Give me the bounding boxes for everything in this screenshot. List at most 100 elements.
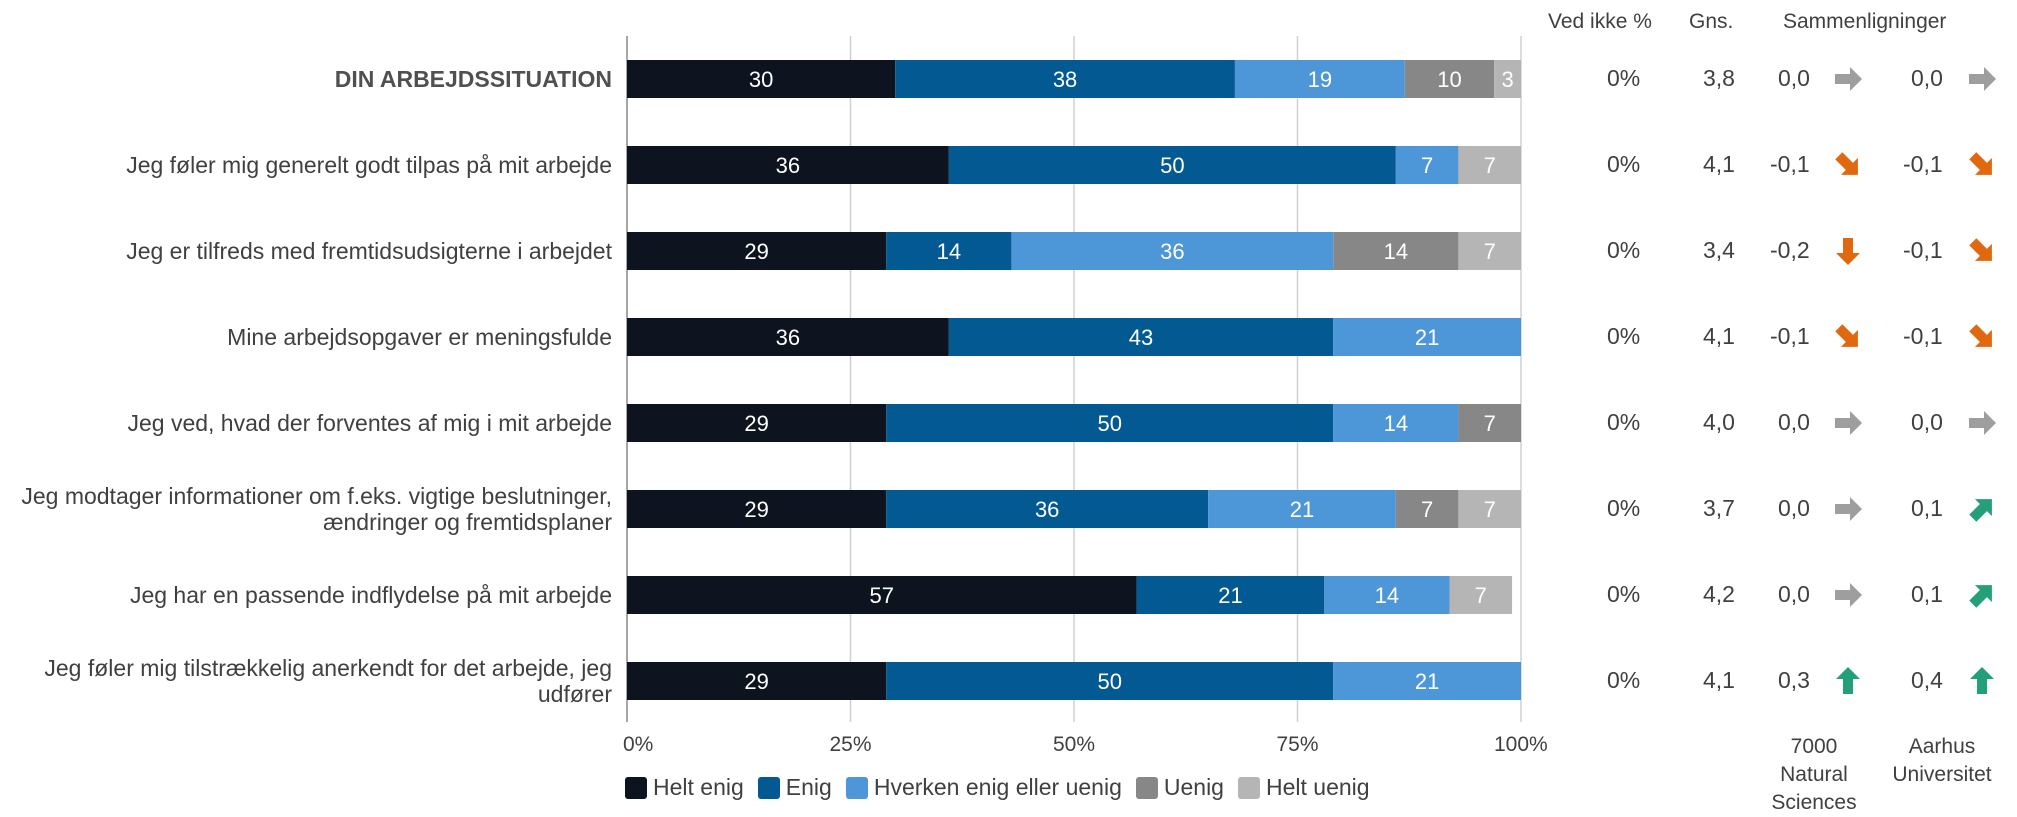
comparison-1-value: 0,3 (1778, 667, 1810, 693)
legend-item: Helt uenig (1237, 774, 1370, 801)
legend-swatch (1135, 776, 1158, 799)
bar-value-label: 36 (776, 153, 800, 178)
x-tick-label: 100% (1494, 733, 1548, 756)
ved-ikke-value: 0% (1607, 151, 1641, 177)
comparison-1-value: -0,1 (1770, 323, 1810, 349)
gns-value: 3,4 (1703, 237, 1735, 263)
ved-ikke-value: 0% (1607, 495, 1641, 521)
bar-value-label: 36 (1160, 239, 1184, 264)
legend-swatch (757, 776, 780, 799)
bar-segment (1458, 146, 1521, 184)
arrow-right-icon (1835, 583, 1862, 607)
arrow-right-icon (1835, 67, 1862, 91)
comparison-2-value: 0,4 (1911, 667, 1943, 693)
comparison-2-value: 0,0 (1911, 65, 1943, 91)
bar-segment (1234, 60, 1405, 98)
legend-label: Enig (785, 774, 832, 800)
legend-item: Uenig (1135, 774, 1224, 801)
bar-value-label: 30 (749, 67, 773, 92)
bar-segment (1395, 490, 1459, 528)
legend-item: Hverken enig eller uenig (845, 774, 1122, 801)
chart-legend: Helt enig Enig Hverken enig eller uenig Uen… (625, 774, 1384, 801)
arrow-down-icon (1969, 324, 1992, 347)
category-label: Mine arbejdsopgaver er meningsfulde (227, 324, 612, 350)
bar-segment (1333, 404, 1459, 442)
bar-value-label: 7 (1421, 153, 1433, 178)
comparison-1-value: 0,0 (1778, 581, 1810, 607)
gns-value: 4,0 (1703, 409, 1735, 435)
bar-segment (1494, 60, 1521, 98)
comparison-1-line2: Natural (1780, 763, 1848, 786)
bar-segment (627, 232, 887, 270)
bar-segment (886, 232, 1012, 270)
bar-segment (627, 490, 887, 528)
ved-ikke-value: 0% (1607, 65, 1641, 91)
legend-label: Helt enig (653, 774, 744, 800)
comparison-1-value: -0,2 (1770, 237, 1810, 263)
bar-segment (1458, 490, 1521, 528)
bar-value-label: 36 (1035, 497, 1059, 522)
arrow-right-icon (1835, 497, 1862, 521)
comparison-1-label: 7000 Natural Sciences (1754, 733, 1874, 817)
arrow-up-icon (1970, 667, 1994, 694)
category-label: Jeg er tilfreds med fremtidsudsigterne i… (126, 238, 612, 264)
arrow-right-icon (1835, 411, 1862, 435)
bar-value-label: 14 (937, 239, 961, 264)
comparison-2-value: 0,0 (1911, 409, 1943, 435)
x-tick-label: 75% (1276, 733, 1319, 756)
gns-value: 4,1 (1703, 323, 1735, 349)
comparison-2-value: 0,1 (1911, 581, 1943, 607)
bar-segment (948, 146, 1396, 184)
gns-value: 4,2 (1703, 581, 1735, 607)
x-tick-label: 50% (1053, 733, 1096, 756)
bar-value-label: 7 (1475, 583, 1487, 608)
bar-value-label: 29 (744, 239, 768, 264)
x-tick-label: 0% (623, 733, 654, 756)
bar-segment (1333, 662, 1521, 700)
legend-swatch (845, 776, 868, 799)
comparison-2-value: 0,1 (1911, 495, 1943, 521)
bar-value-label: 21 (1415, 669, 1439, 694)
bar-segment (627, 662, 887, 700)
comparison-2-label: Aarhus Universitet (1882, 733, 2002, 789)
bar-value-label: 43 (1129, 325, 1153, 350)
bar-value-label: 29 (744, 411, 768, 436)
legend-label: Uenig (1163, 774, 1224, 800)
bar-segment (886, 662, 1334, 700)
bar-segment (886, 404, 1334, 442)
ved-ikke-value: 0% (1607, 409, 1641, 435)
legend-label: Hverken enig eller uenig (873, 774, 1122, 800)
bar-value-label: 7 (1484, 153, 1496, 178)
gns-value: 4,1 (1703, 151, 1735, 177)
comparison-1-value: -0,1 (1770, 151, 1810, 177)
bar-value-label: 14 (1375, 583, 1399, 608)
bar-segment (627, 318, 949, 356)
bar-segment (627, 146, 949, 184)
category-label: Jeg ved, hvad der forventes af mig i mit… (127, 410, 612, 436)
bar-segment (1458, 404, 1521, 442)
legend-swatch (1237, 776, 1260, 799)
bar-value-label: 36 (776, 325, 800, 350)
legend-item: Helt enig (625, 774, 744, 801)
bar-value-label: 10 (1437, 67, 1461, 92)
legend-swatch (625, 776, 647, 799)
bar-value-label: 50 (1160, 153, 1184, 178)
comparison-1-value: 0,0 (1778, 409, 1810, 435)
bar-segment (895, 60, 1235, 98)
bar-value-label: 7 (1484, 411, 1496, 436)
comparison-1-line3: Sciences (1771, 791, 1857, 814)
bar-value-label: 7 (1484, 497, 1496, 522)
ved-ikke-value: 0% (1607, 581, 1641, 607)
x-tick-label: 25% (829, 733, 872, 756)
comparison-1-value: 0,0 (1778, 495, 1810, 521)
bar-value-label: 14 (1384, 239, 1408, 264)
comparison-1-value: 0,0 (1778, 65, 1810, 91)
bar-segment (627, 576, 1137, 614)
bar-value-label: 7 (1421, 497, 1433, 522)
bar-value-label: 29 (744, 497, 768, 522)
bar-segment (1333, 232, 1459, 270)
bar-value-label: 21 (1218, 583, 1242, 608)
comparison-2-line2: Universitet (1892, 763, 1992, 786)
category-label: Jeg føler mig tilstrækkelig anerkendt fo… (44, 655, 612, 707)
